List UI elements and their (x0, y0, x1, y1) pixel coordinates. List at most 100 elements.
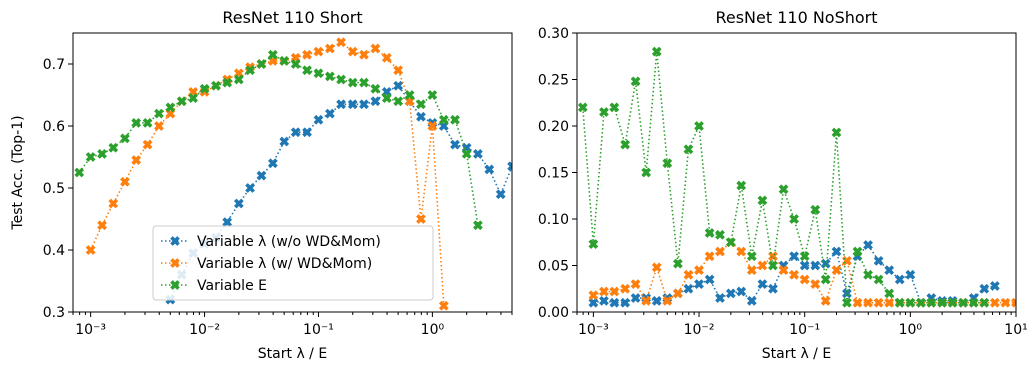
x-tick-label: 10⁻¹ (303, 322, 334, 338)
point-marker (873, 274, 884, 285)
point-marker (359, 99, 369, 110)
point-marker (599, 295, 609, 306)
point-marker (651, 46, 662, 57)
point-marker (131, 155, 142, 165)
point-marker (725, 237, 736, 248)
x-tick-label: 10⁰ (421, 322, 445, 338)
point-marker (290, 127, 301, 138)
point-marker (302, 49, 312, 60)
point-marker (85, 152, 96, 162)
series-line (593, 241, 1016, 304)
point-marker (211, 80, 221, 91)
point-marker (810, 204, 821, 215)
point-marker (746, 251, 757, 262)
point-marker (336, 37, 346, 48)
point-marker (916, 297, 926, 308)
point-marker (393, 80, 404, 91)
point-marker (245, 183, 255, 193)
point-marker (108, 198, 119, 209)
point-marker (495, 189, 506, 200)
point-marker (599, 286, 609, 297)
point-marker (683, 144, 694, 155)
y-tick-label: 0.4 (43, 243, 65, 259)
point-marker (989, 297, 1000, 308)
point-marker (427, 121, 438, 131)
legend-marker (170, 236, 180, 246)
point-marker (715, 229, 725, 240)
point-marker (820, 295, 831, 306)
point-marker (222, 77, 233, 88)
point-marker (142, 139, 153, 150)
point-marker (142, 118, 153, 128)
point-marker (704, 228, 715, 238)
point-marker (641, 295, 652, 306)
point-marker (789, 214, 799, 224)
point-marker (620, 297, 631, 308)
point-marker (222, 217, 233, 227)
point-marker (852, 246, 863, 257)
point-marker (108, 142, 119, 153)
point-marker (799, 274, 810, 285)
point-marker (404, 90, 415, 100)
point-marker (863, 269, 873, 280)
point-marker (1000, 297, 1011, 308)
point-marker (968, 297, 979, 308)
point-marker (768, 283, 778, 294)
point-marker (416, 111, 426, 122)
axes: ResNet 110 Short Start λ / E Test Acc. (To… (10, 8, 513, 362)
point-marker (313, 68, 324, 79)
point-marker (165, 102, 176, 113)
series-line (581, 51, 985, 304)
point-marker (789, 269, 799, 280)
point-marker (958, 297, 969, 308)
point-marker (588, 290, 599, 301)
y-tick-label: 0.5 (43, 181, 65, 197)
y-tick-label: 0.6 (43, 119, 65, 135)
point-marker (704, 251, 715, 262)
point-marker (630, 293, 641, 303)
point-marker (370, 43, 381, 54)
point-marker (757, 260, 768, 271)
point-marker (810, 260, 821, 271)
x-tick-label: 10⁻¹ (789, 322, 820, 338)
point-marker (416, 99, 426, 110)
axes-frame (576, 32, 1017, 313)
point-marker (820, 274, 831, 285)
point-marker (736, 246, 747, 257)
point-marker (473, 220, 483, 231)
point-marker (268, 158, 278, 169)
point-marker (131, 118, 142, 128)
point-marker (370, 96, 381, 107)
x-tick-label: 10⁰ (899, 322, 923, 338)
point-marker (484, 164, 495, 175)
point-marker (416, 214, 426, 224)
point-marker (199, 83, 210, 94)
point-marker (694, 265, 704, 276)
point-marker (256, 59, 267, 69)
point-marker (85, 245, 96, 255)
axes: ResNet 110 NoShort Start λ / E 10⁻³ 10⁻² 10⁻… (538, 8, 1028, 362)
legend-marker (170, 280, 180, 290)
point-marker (778, 184, 789, 195)
point-marker (233, 74, 244, 85)
point-marker (789, 251, 799, 262)
point-marker (905, 297, 916, 308)
point-marker (347, 77, 358, 88)
point-marker (381, 93, 392, 103)
point-marker (279, 56, 290, 66)
point-marker (393, 65, 404, 76)
x-axis-label: Start λ / E (762, 346, 831, 362)
point-marker (831, 246, 842, 257)
point-marker (715, 246, 725, 257)
axes-frame (72, 32, 513, 313)
point-marker (188, 93, 199, 103)
legend-box (152, 225, 434, 301)
point-marker (588, 239, 599, 249)
point-marker (450, 114, 460, 125)
point-marker (746, 265, 757, 276)
point-marker (279, 136, 290, 147)
point-marker (736, 180, 747, 191)
point-marker (662, 158, 673, 169)
legend-marker (170, 258, 180, 268)
